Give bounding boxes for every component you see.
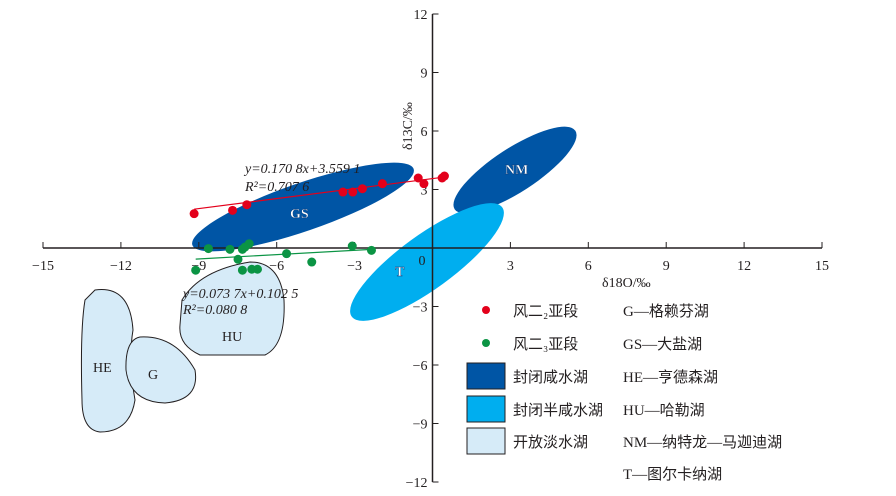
data-point-red bbox=[189, 209, 199, 219]
data-point-green bbox=[240, 242, 250, 252]
legend-red-marker bbox=[482, 306, 490, 314]
legend-green-marker bbox=[482, 339, 490, 347]
legend-swatch-open-fresh bbox=[466, 427, 506, 455]
x-tick-label: 0 bbox=[419, 254, 426, 269]
y-tick-label: 6 bbox=[421, 125, 428, 140]
x-tick-label: −3 bbox=[347, 259, 362, 274]
data-marks bbox=[189, 171, 449, 275]
x-tick-label: 9 bbox=[663, 259, 670, 274]
fit-r2-red: R²=0.707 6 bbox=[244, 180, 309, 195]
data-point-green bbox=[347, 241, 357, 251]
fit-equation-green: y=0.073 7x+0.102 5 bbox=[181, 287, 298, 302]
legend-abbrev-g: G—格赖芬湖 bbox=[623, 303, 709, 320]
data-point-red bbox=[357, 184, 367, 194]
y-tick-label: 12 bbox=[414, 8, 428, 23]
legend-abbrev-gs: GS—大盐湖 bbox=[623, 336, 702, 353]
x-tick-label: −12 bbox=[110, 259, 132, 274]
data-point-green bbox=[203, 244, 213, 254]
data-point-red bbox=[228, 205, 238, 215]
x-tick-label: −6 bbox=[269, 259, 284, 274]
fit-r2-green: R²=0.080 8 bbox=[182, 303, 247, 318]
data-point-red bbox=[242, 200, 252, 210]
legend-open-fresh-label: 开放淡水湖 bbox=[513, 434, 588, 451]
y-tick-label: 9 bbox=[421, 67, 428, 82]
x-tick-label: 6 bbox=[585, 259, 592, 274]
legend-closed-brackish-label: 封闭半咸水湖 bbox=[513, 402, 603, 419]
data-point-red bbox=[338, 187, 348, 197]
region-nm bbox=[453, 126, 577, 214]
region-label-gs: GS bbox=[290, 207, 309, 222]
legend-red-label: 风二₂亚段 bbox=[513, 303, 578, 320]
region-g bbox=[125, 336, 197, 404]
data-point-green bbox=[237, 265, 247, 275]
data-point-green bbox=[233, 254, 243, 264]
region-gs bbox=[192, 162, 414, 252]
region-label-t: T bbox=[395, 265, 405, 280]
data-point-green bbox=[307, 257, 317, 267]
region-he bbox=[80, 289, 136, 433]
x-tick-label: 12 bbox=[737, 259, 751, 274]
legend-swatch-closed-brackish bbox=[466, 395, 506, 423]
legend-abbrev-t: T—图尔卡纳湖 bbox=[623, 466, 722, 483]
data-point-red bbox=[348, 187, 358, 197]
data-point-red bbox=[413, 173, 423, 183]
legend-abbrev-hu: HU—哈勒湖 bbox=[623, 402, 705, 419]
legend-abbrev-nm: NM—纳特龙—马迦迪湖 bbox=[623, 434, 782, 451]
region-label-hu: HU bbox=[222, 330, 242, 345]
data-point-red bbox=[439, 171, 449, 181]
region-label-nm: NM bbox=[505, 163, 528, 178]
region-t bbox=[350, 203, 504, 321]
legend-closed-saline-label: 封闭咸水湖 bbox=[513, 369, 588, 386]
legend-green-label: 风二₃亚段 bbox=[513, 336, 578, 353]
legend-abbrev-he: HE—亨德森湖 bbox=[623, 368, 718, 386]
y-tick-label: 3 bbox=[421, 184, 428, 199]
data-point-red bbox=[377, 179, 387, 189]
data-point-green bbox=[225, 244, 235, 254]
y-tick-label: −12 bbox=[406, 476, 428, 491]
data-point-green bbox=[252, 264, 262, 274]
y-tick-label: −9 bbox=[413, 418, 428, 433]
region-label-g: G bbox=[148, 368, 158, 383]
data-point-green bbox=[366, 245, 376, 255]
data-point-red bbox=[419, 179, 429, 189]
y-axis-label: δ13C/‰ bbox=[401, 102, 416, 150]
data-point-green bbox=[191, 265, 201, 275]
legend-swatch-closed-saline bbox=[466, 362, 506, 390]
y-tick-label: −6 bbox=[413, 359, 428, 374]
x-tick-label: 3 bbox=[507, 259, 514, 274]
regions: GS NM T HU HE G bbox=[80, 126, 577, 433]
fit-equation-red: y=0.170 8x+3.559 1 bbox=[243, 162, 360, 177]
data-point-green bbox=[282, 249, 292, 259]
x-axis-label: δ18O/‰ bbox=[602, 276, 651, 291]
legend: 风二₂亚段 风二₃亚段 封闭咸水湖 封闭半咸水湖 开放淡水湖 G—格赖芬湖 GS… bbox=[466, 303, 782, 483]
region-hu bbox=[179, 261, 285, 356]
region-label-he: HE bbox=[93, 361, 112, 376]
x-tick-label: −15 bbox=[32, 259, 54, 274]
fit-line-0 bbox=[194, 176, 445, 210]
x-tick-label: 15 bbox=[815, 259, 829, 274]
y-tick-label: −3 bbox=[413, 301, 428, 316]
